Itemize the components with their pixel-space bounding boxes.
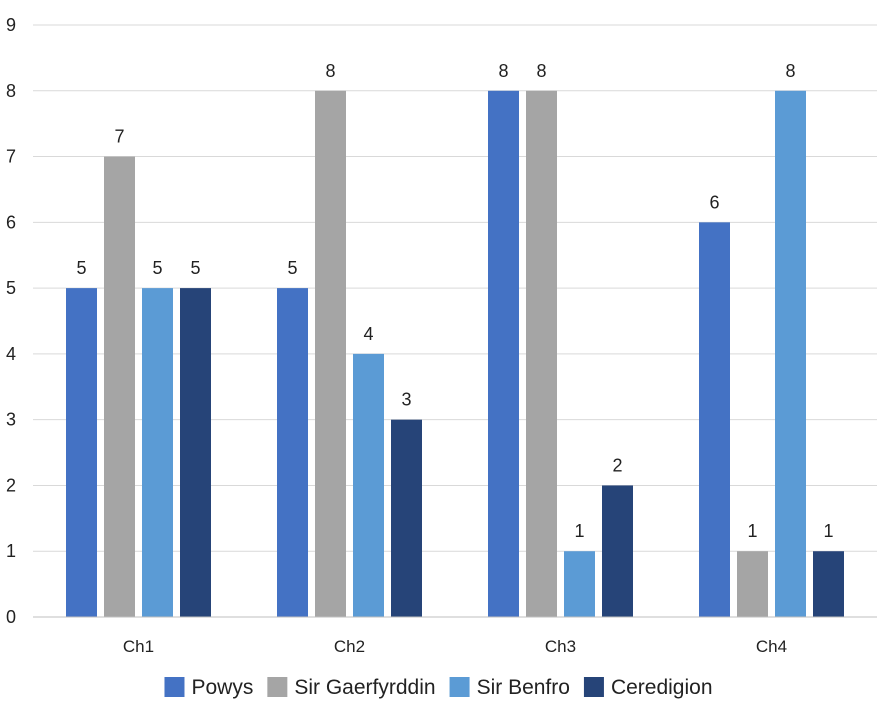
bar-sir-gaerfyrddin-ch4 bbox=[737, 551, 768, 617]
bar-ceredigion-ch1 bbox=[180, 288, 211, 617]
y-axis-ticks: 0 1 2 3 4 5 6 7 8 9 bbox=[6, 15, 16, 627]
x-axis: Ch1 Ch2 Ch3 Ch4 bbox=[33, 616, 877, 656]
y-tick-label: 3 bbox=[6, 410, 16, 430]
bar-ceredigion-ch4 bbox=[813, 551, 844, 617]
y-tick-label: 0 bbox=[6, 607, 16, 627]
y-tick-label: 4 bbox=[6, 344, 16, 364]
data-label: 8 bbox=[498, 61, 508, 81]
legend-label: Ceredigion bbox=[611, 676, 713, 699]
legend: Powys Sir Gaerfyrddin Sir Benfro Ceredigion bbox=[164, 676, 713, 699]
x-category-label: Ch3 bbox=[545, 637, 576, 656]
bars bbox=[66, 90, 844, 618]
data-label: 6 bbox=[709, 192, 719, 212]
data-label: 5 bbox=[152, 258, 162, 278]
y-tick-label: 8 bbox=[6, 81, 16, 101]
y-tick-label: 2 bbox=[6, 475, 16, 495]
bar-powys-ch4 bbox=[699, 222, 730, 618]
data-label: 1 bbox=[823, 521, 833, 541]
y-tick-label: 5 bbox=[6, 278, 16, 298]
data-label: 8 bbox=[785, 61, 795, 81]
data-label: 2 bbox=[612, 455, 622, 475]
bar-sir-benfro-ch3 bbox=[564, 551, 595, 617]
data-label: 5 bbox=[76, 258, 86, 278]
legend-swatch-sir-gaerfyrddin bbox=[267, 677, 288, 697]
data-labels: 5 7 5 5 5 8 4 3 8 8 1 2 6 1 8 1 bbox=[76, 61, 833, 541]
legend-label: Sir Benfro bbox=[477, 676, 570, 699]
legend-swatch-ceredigion bbox=[583, 677, 604, 697]
bar-sir-gaerfyrddin-ch3 bbox=[526, 90, 557, 618]
bar-sir-gaerfyrddin-ch2 bbox=[315, 90, 346, 618]
bar-sir-benfro-ch4 bbox=[775, 90, 806, 618]
data-label: 1 bbox=[574, 521, 584, 541]
x-category-label: Ch2 bbox=[334, 637, 365, 656]
legend-swatch-powys bbox=[164, 677, 185, 697]
data-label: 8 bbox=[325, 61, 335, 81]
bar-sir-benfro-ch2 bbox=[353, 353, 384, 617]
bar-ceredigion-ch3 bbox=[602, 485, 633, 617]
data-label: 4 bbox=[363, 324, 373, 344]
bar-powys-ch1 bbox=[66, 288, 97, 617]
x-category-label: Ch1 bbox=[123, 637, 154, 656]
gridlines bbox=[33, 24, 877, 552]
y-tick-label: 1 bbox=[6, 541, 16, 561]
data-label: 8 bbox=[536, 61, 546, 81]
legend-swatch-sir-benfro bbox=[449, 677, 470, 697]
x-category-label: Ch4 bbox=[756, 637, 787, 656]
data-label: 7 bbox=[114, 127, 124, 147]
bar-powys-ch3 bbox=[488, 90, 519, 618]
data-label: 5 bbox=[287, 258, 297, 278]
y-tick-label: 9 bbox=[6, 15, 16, 35]
bar-sir-gaerfyrddin-ch1 bbox=[104, 156, 135, 618]
data-label: 5 bbox=[190, 258, 200, 278]
bar-sir-benfro-ch1 bbox=[142, 288, 173, 617]
legend-label: Sir Gaerfyrddin bbox=[294, 676, 435, 699]
data-label: 3 bbox=[401, 390, 411, 410]
y-tick-label: 7 bbox=[6, 147, 16, 167]
bar-powys-ch2 bbox=[277, 288, 308, 617]
bar-ceredigion-ch2 bbox=[391, 419, 422, 617]
legend-label: Powys bbox=[191, 676, 253, 699]
y-tick-label: 6 bbox=[6, 212, 16, 232]
data-label: 1 bbox=[747, 521, 757, 541]
